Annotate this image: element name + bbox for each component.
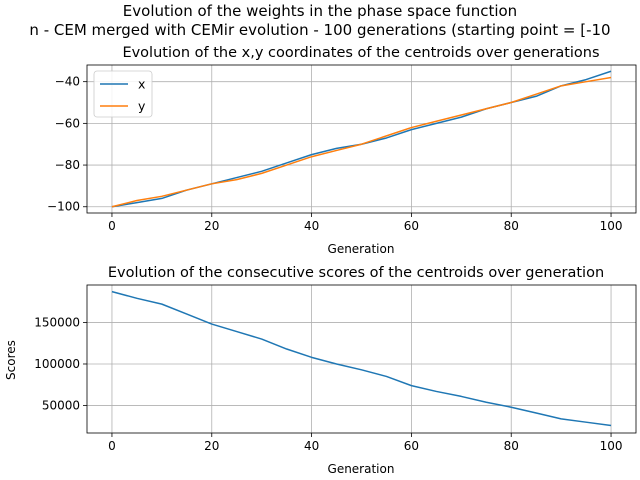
scores-chart-title: Evolution of the consecutive scores of t… [108, 265, 604, 281]
scores-plot-frame [86, 284, 637, 434]
scores-xtick-label: 40 [304, 439, 319, 453]
coordinates-ytick-label: −60 [55, 116, 80, 130]
figure-suptitle-line1: Evolution of the weights in the phase sp… [123, 2, 517, 20]
coordinates-ytick-label: −100 [47, 200, 80, 214]
scores-xtick-label: 80 [504, 439, 519, 453]
figure-suptitle-line2: n - CEM merged with CEMir evolution - 10… [29, 21, 610, 39]
coordinates-legend-label-y: y [138, 99, 146, 114]
scores-ytick-label: 100000 [34, 357, 80, 371]
coordinates-ytick-label: −40 [55, 75, 80, 89]
coordinates-plot-frame [86, 64, 637, 214]
coordinates-xtick-label: 60 [404, 219, 419, 233]
coordinates-legend: xy [93, 70, 153, 118]
scores-xtick-label: 100 [600, 439, 623, 453]
coordinates-chart: Evolution of the x,y coordinates of the … [47, 45, 637, 256]
scores-chart-ylabel: Scores [4, 340, 18, 380]
coordinates-xtick-label: 40 [304, 219, 319, 233]
coordinates-series-x-line [111, 70, 612, 208]
scores-chart-xlabel: Generation [328, 462, 395, 476]
scores-chart: Evolution of the consecutive scores of t… [4, 265, 637, 476]
coordinates-chart-title: Evolution of the x,y coordinates of the … [122, 45, 599, 61]
coordinates-xtick-label: 100 [600, 219, 623, 233]
scores-xtick-label: 60 [404, 439, 419, 453]
scores-xtick-label: 0 [108, 439, 116, 453]
coordinates-xtick-label: 20 [204, 219, 219, 233]
coordinates-series-y-line [111, 76, 612, 208]
scores-ytick-label: 150000 [34, 315, 80, 329]
coordinates-chart-xlabel: Generation [328, 242, 395, 256]
scores-series-score-line [111, 290, 612, 427]
coordinates-legend-label-x: x [138, 77, 145, 92]
coordinates-xtick-label: 0 [108, 219, 116, 233]
scores-xtick-label: 20 [204, 439, 219, 453]
scores-ytick-label: 50000 [42, 399, 80, 413]
coordinates-xtick-label: 80 [504, 219, 519, 233]
coordinates-ytick-label: −80 [55, 158, 80, 172]
